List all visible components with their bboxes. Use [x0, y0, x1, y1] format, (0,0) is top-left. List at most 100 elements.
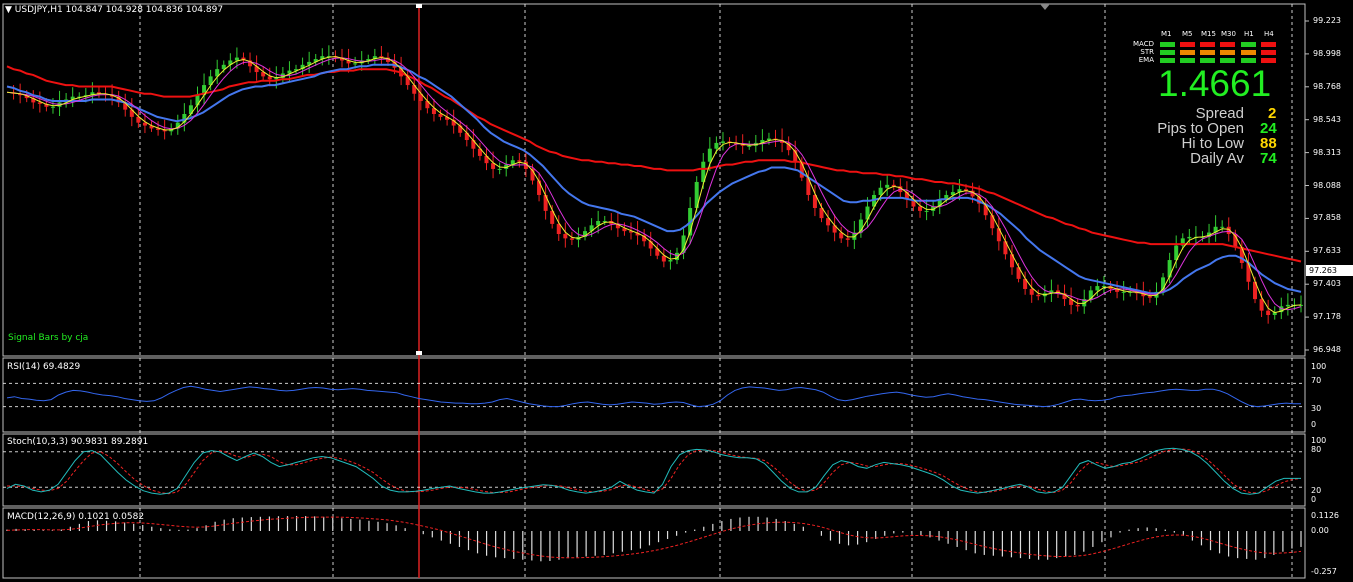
candle-body — [1161, 277, 1166, 292]
candle-body — [510, 160, 515, 165]
candle-body — [885, 184, 890, 188]
candle-body — [845, 238, 850, 240]
hi-to-low-value: 88 — [1260, 135, 1277, 152]
candle-body — [372, 56, 377, 60]
candle-body — [904, 192, 909, 200]
candle-body — [1147, 296, 1152, 298]
candle-body — [261, 72, 266, 77]
spread-value: 2 — [1268, 105, 1277, 122]
stoch-signal-line — [7, 448, 1302, 495]
candle-body — [543, 194, 548, 211]
price-axis-label: 97.858 — [1313, 213, 1341, 223]
candle-body — [162, 129, 167, 132]
signal-cell — [1220, 58, 1235, 63]
candle-body — [1174, 245, 1179, 261]
candle-body — [1233, 234, 1238, 248]
candle-body — [1246, 262, 1251, 282]
candle-body — [287, 70, 292, 74]
hi-to-low-label: Hi to Low — [1181, 135, 1244, 152]
signal-cell — [1261, 50, 1276, 55]
signal-cell — [1160, 58, 1175, 63]
candle-body — [635, 232, 640, 236]
signal-value: 1.4661 — [1158, 63, 1272, 104]
price-axis-label: 99.223 — [1313, 16, 1341, 25]
price-axis-label: 96.948 — [1313, 345, 1341, 354]
candle-body — [1253, 281, 1258, 300]
candle-body — [694, 181, 699, 208]
candle-body — [1003, 241, 1008, 255]
candle-body — [530, 168, 535, 181]
candle-body — [123, 102, 128, 110]
signal-cell — [1180, 50, 1195, 55]
rsi-line — [6, 385, 1301, 408]
candle-body — [149, 125, 154, 129]
candle-body — [156, 128, 161, 130]
daily-av-label: Daily Av — [1190, 150, 1244, 167]
candle-body — [786, 142, 791, 151]
candle-body — [320, 56, 325, 60]
period-marker-top — [416, 4, 422, 8]
signal-cell — [1160, 50, 1175, 55]
candle-body — [1036, 294, 1041, 297]
candle-body — [339, 57, 344, 61]
candle-body — [1200, 236, 1205, 238]
candle-body — [208, 76, 213, 86]
candle-body — [31, 98, 36, 103]
candle-body — [674, 252, 679, 261]
candle-body — [1213, 226, 1218, 233]
tf-m5: M5 — [1182, 30, 1193, 38]
candle-body — [425, 100, 430, 109]
candle-body — [701, 161, 706, 182]
candle-body — [747, 145, 752, 147]
signal-cell — [1261, 58, 1276, 63]
chart-menu-arrow-icon[interactable]: ▼ — [5, 5, 12, 15]
signal-bars-watermark: Signal Bars by cja — [8, 333, 89, 343]
price-axis-label: 98.768 — [1313, 81, 1341, 91]
candle-body — [681, 235, 686, 253]
stoch-label: Stoch(10,3,3) 90.9831 89.2891 — [7, 437, 149, 447]
candle-body — [918, 206, 923, 211]
stoch-axis-0: 0 — [1311, 495, 1317, 504]
candle-body — [537, 180, 542, 195]
candle-body — [18, 93, 23, 96]
candle-body — [990, 215, 995, 229]
candle-body — [1088, 290, 1093, 300]
candle-body — [445, 116, 450, 120]
candle-body — [642, 235, 647, 242]
candle-body — [931, 206, 936, 211]
candle-body — [569, 238, 574, 240]
candle-body — [720, 141, 725, 143]
candle-body — [1180, 238, 1185, 246]
candle-body — [221, 64, 226, 70]
candle-body — [1220, 226, 1225, 228]
period-marker-bottom — [416, 351, 422, 355]
price-axis-label: 98.088 — [1313, 180, 1341, 190]
candle-body — [924, 210, 929, 212]
ema-fastest-line — [6, 56, 1302, 314]
candle-body — [379, 56, 384, 58]
candle-body — [596, 221, 601, 226]
candle-body — [517, 160, 522, 162]
price-axis-label: 98.543 — [1313, 114, 1341, 124]
candle-body — [806, 177, 811, 195]
candle-body — [826, 218, 831, 226]
candle-body — [714, 142, 719, 149]
macd-axis-zero: 0.00 — [1311, 526, 1329, 535]
candle-body — [182, 113, 187, 123]
candle-body — [996, 228, 1001, 242]
signal-cell — [1220, 50, 1235, 55]
candle-body — [799, 161, 804, 178]
candle-body — [858, 219, 863, 233]
pane-frame-1 — [2, 357, 1306, 433]
pane-frame-0 — [2, 3, 1306, 357]
candle-body — [497, 168, 502, 170]
candle-body — [248, 60, 253, 67]
tf-m30: M30 — [1221, 30, 1236, 38]
candle-body — [300, 64, 305, 70]
price-axis-label: 97.403 — [1313, 279, 1341, 289]
candle-body — [1121, 291, 1126, 293]
candle-body — [839, 232, 844, 239]
candle-body — [267, 76, 272, 80]
candle-body — [602, 221, 607, 223]
